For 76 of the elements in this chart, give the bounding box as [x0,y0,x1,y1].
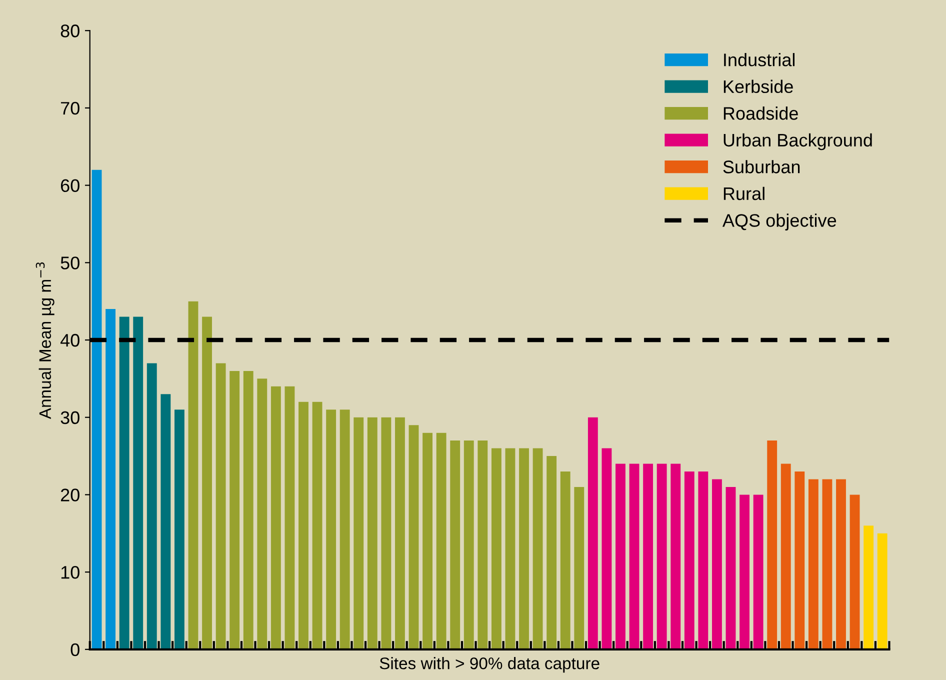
y-tick-label: 20 [60,488,80,502]
bar [643,464,654,650]
bar [284,386,295,650]
legend-label: Rural [724,186,764,200]
legend-label: AQS objective [722,214,836,230]
bar [119,316,130,650]
bar [464,440,474,650]
bar [395,417,405,650]
bar [146,363,157,650]
bar [491,448,502,650]
bar [230,370,240,650]
bar [202,316,212,650]
y-tick-label: 40 [60,334,80,347]
bar [519,448,529,650]
bar [188,301,198,650]
y-axis-title: Annual Mean µg m$^{−3}$ [36,262,54,420]
y-tick-label: 10 [61,566,80,579]
y-tick-label: 70 [60,102,80,115]
legend-label: Industrial [724,53,794,66]
bar [160,394,171,650]
bar [174,410,184,650]
bar [808,479,818,650]
bar [257,378,268,650]
bar [436,432,446,650]
bar [106,309,116,650]
y-tick-label: 0 [70,643,80,656]
bar [574,486,584,650]
bar [670,464,681,650]
bar [243,370,254,650]
bar [753,494,764,650]
bar [616,464,626,650]
legend-label: Roadside [724,106,798,120]
bar [836,479,846,650]
bar [367,417,378,650]
bar [560,471,570,650]
bar [216,363,226,650]
bar [326,410,336,650]
bar [312,402,322,650]
bar [340,410,350,650]
bar [767,440,778,650]
bar [408,425,419,650]
bar [780,464,791,650]
bar [546,456,557,650]
bar [602,448,612,650]
bar [354,417,364,650]
bar [726,486,736,650]
bar [270,386,281,650]
bar [505,448,516,650]
bar [298,402,308,650]
y-tick-label: 60 [60,179,80,192]
legend-label: Kerbside [724,80,793,94]
bar [656,464,667,650]
bar [794,471,805,650]
bar [712,479,722,650]
bar [478,440,488,650]
bar [450,440,460,650]
bar [92,170,102,650]
bar [422,432,432,650]
bar [877,533,888,650]
legend-label: Urban Background [724,133,872,150]
bar [850,494,860,650]
bar [864,526,874,650]
y-tick-label: 80 [60,24,80,38]
bar [381,417,392,650]
y-tick-label: 30 [60,411,80,424]
bar [133,316,144,650]
y-tick-label: 50 [60,256,80,270]
bar [740,494,750,650]
legend-label: Suburban [723,160,800,174]
bar [588,417,598,650]
bar [698,471,708,650]
bar [532,448,543,650]
bar [629,464,640,650]
bar [684,471,694,650]
bar [822,479,832,650]
x-axis-title: Sites with > 90% data capture [380,657,600,673]
